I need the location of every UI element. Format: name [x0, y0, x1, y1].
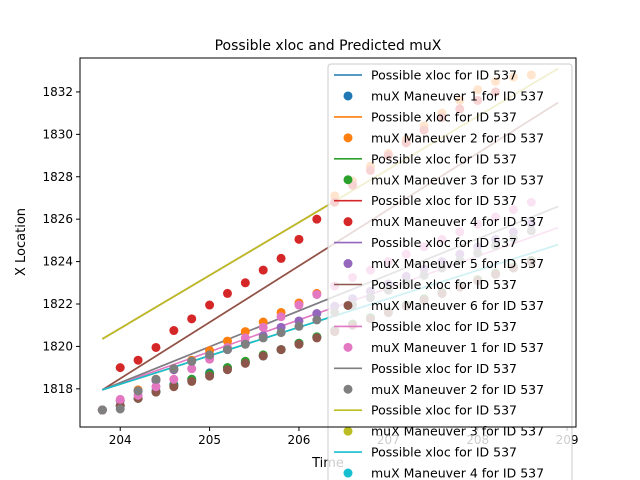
- legend-label: Possible xloc for ID 537: [371, 319, 517, 334]
- mux-point-series-6: [151, 382, 161, 392]
- mux-point-series-4: [312, 309, 322, 319]
- y-tick-label: 1820: [42, 339, 73, 353]
- legend-label: muX Maneuver 4 for ID 537: [371, 466, 544, 480]
- mux-point-series-3: [240, 278, 250, 288]
- legend-label: muX Maneuver 1 for ID 537: [371, 88, 544, 103]
- y-tick-label: 1818: [42, 382, 73, 396]
- mux-point-series-1: [222, 336, 232, 346]
- mux-point-series-7: [222, 345, 232, 355]
- mux-point-series-7: [187, 356, 197, 366]
- legend-label: Possible xloc for ID 537: [371, 193, 517, 208]
- legend-dot-swatch: [343, 133, 353, 143]
- mux-point-series-6: [258, 322, 268, 332]
- mux-point-series-7: [169, 364, 179, 374]
- mux-point-series-3: [294, 234, 304, 244]
- mux-point-series-3: [205, 300, 215, 310]
- legend-label: Possible xloc for ID 537: [371, 277, 517, 292]
- mux-point-series-6: [169, 374, 179, 384]
- legend-dot-swatch: [343, 217, 353, 227]
- legend-label: Possible xloc for ID 537: [371, 403, 517, 418]
- mux-point-series-7: [240, 339, 250, 349]
- mux-point-series-3: [222, 288, 232, 298]
- legend-label: Possible xloc for ID 537: [371, 68, 517, 83]
- legend-dot-swatch: [343, 91, 353, 101]
- mux-point-series-3: [151, 342, 161, 352]
- mux-point-series-7: [258, 333, 268, 343]
- x-tick-label: 206: [288, 433, 311, 447]
- legend-dot-swatch: [343, 426, 353, 436]
- mux-point-series-5: [312, 333, 322, 343]
- mux-point-series-5: [169, 382, 179, 392]
- legend-label: muX Maneuver 2 for ID 537: [371, 130, 544, 145]
- mux-point-series-6: [240, 333, 250, 343]
- mux-point-series-6: [115, 394, 125, 404]
- mux-point-series-3: [258, 265, 268, 275]
- legend-label: muX Maneuver 4 for ID 537: [371, 214, 544, 229]
- mux-point-series-1: [240, 327, 250, 337]
- mux-point-series-7: [115, 404, 125, 414]
- legend-label: muX Maneuver 5 for ID 537: [371, 256, 544, 271]
- mux-point-series-3: [276, 253, 286, 263]
- x-tick-label: 205: [198, 433, 221, 447]
- y-axis-label: X Location: [14, 208, 29, 276]
- legend-label: muX Maneuver 2 for ID 537: [371, 382, 544, 397]
- mux-point-series-5: [222, 365, 232, 375]
- legend-label: Possible xloc for ID 537: [371, 151, 517, 166]
- legend-label: muX Maneuver 3 for ID 537: [371, 172, 544, 187]
- mux-point-series-5: [240, 358, 250, 368]
- legend-label: Possible xloc for ID 537: [371, 109, 517, 124]
- legend-dot-swatch: [343, 342, 353, 352]
- mux-point-series-3: [312, 214, 322, 224]
- mux-point-series-6: [294, 300, 304, 310]
- y-tick-label: 1824: [42, 255, 73, 269]
- mux-point-series-5: [258, 351, 268, 361]
- legend-label: muX Maneuver 6 for ID 537: [371, 298, 544, 313]
- mux-point-series-3: [187, 314, 197, 324]
- y-tick-label: 1826: [42, 212, 73, 226]
- plot-frame: [79, 57, 577, 428]
- y-tick-label: 1822: [42, 297, 73, 311]
- mux-point-series-6: [312, 289, 322, 299]
- legend-dot-swatch: [343, 175, 353, 185]
- mux-point-series-5: [187, 376, 197, 386]
- mux-point-series-7: [97, 405, 107, 415]
- legend-label: Possible xloc for ID 537: [371, 235, 517, 250]
- mux-point-series-3: [115, 363, 125, 373]
- mux-point-series-5: [205, 371, 215, 381]
- mux-point-series-7: [294, 321, 304, 331]
- mux-point-series-7: [312, 315, 322, 325]
- legend-label: Possible xloc for ID 537: [371, 445, 517, 460]
- legend-dot-swatch: [343, 259, 353, 269]
- x-tick-label: 204: [109, 433, 132, 447]
- mux-point-series-7: [133, 386, 143, 396]
- mux-point-series-6: [276, 312, 286, 322]
- legend-label: Possible xloc for ID 537: [371, 361, 517, 376]
- legend-label: muX Maneuver 3 for ID 537: [371, 424, 544, 439]
- legend-box: [327, 63, 573, 480]
- legend-dot-swatch: [343, 300, 353, 310]
- legend-dot-swatch: [343, 468, 353, 478]
- mux-point-series-3: [169, 326, 179, 336]
- mux-point-series-7: [151, 374, 161, 384]
- mux-point-series-7: [205, 350, 215, 360]
- legend: Possible xloc for ID 537 muX Maneuver 1 f…: [327, 63, 573, 480]
- y-axis: 1818 1820 1822 1824 1826 1828 1830 1832: [42, 85, 80, 396]
- mux-point-series-7: [276, 328, 286, 338]
- mux-point-series-5: [294, 339, 304, 349]
- mux-point-series-3: [133, 355, 143, 365]
- legend-dot-swatch: [343, 384, 353, 394]
- mux-point-series-5: [276, 345, 286, 355]
- mux-point-series-6: [187, 364, 197, 374]
- y-tick-label: 1832: [42, 85, 73, 99]
- chart-title: Possible xloc and Predicted muX: [215, 38, 442, 54]
- y-tick-label: 1828: [42, 170, 73, 184]
- y-tick-label: 1830: [42, 127, 73, 141]
- legend-label: muX Maneuver 1 for ID 537: [371, 340, 544, 355]
